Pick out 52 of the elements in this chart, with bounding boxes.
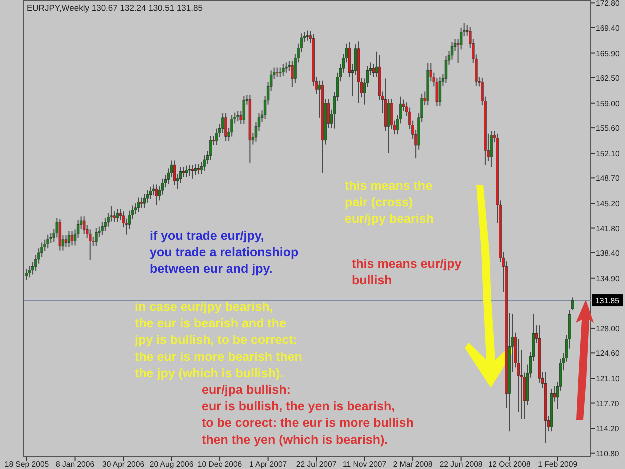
candlestick <box>188 164 192 176</box>
candlestick <box>291 60 294 88</box>
candlestick <box>216 128 218 146</box>
candlestick <box>279 67 282 78</box>
candlestick <box>101 222 104 236</box>
candlestick <box>140 197 143 208</box>
candlestick <box>572 297 574 311</box>
candlestick <box>285 62 288 74</box>
candlestick <box>210 136 212 161</box>
candlestick <box>116 208 119 223</box>
candlestick <box>236 110 240 122</box>
candlestick <box>372 64 376 78</box>
annotation: eur/jpa bullish: eur is bullish, the yen is bearish, to be corect: the eur is more bullish then the yen (which is bearish). <box>202 383 414 447</box>
candlestick <box>436 77 439 107</box>
candlestick <box>137 197 140 213</box>
candlestick <box>222 113 224 134</box>
candlestick <box>64 235 68 248</box>
candlestick <box>68 230 71 248</box>
candlestick <box>28 266 32 278</box>
candlestick <box>186 165 188 178</box>
candlestick <box>70 230 74 246</box>
candlestick <box>282 64 285 78</box>
candlestick <box>388 98 390 154</box>
candlestick <box>194 164 198 176</box>
annotation: if you trade eur/jpy, you trade a relationshiop between eur and jpy. <box>150 229 300 276</box>
annotation: in case eur/jpy bearish, the eur is bearish and the jpy is bullish, to be correct: the eur is more bearish then the jpy (which is bullish). <box>134 300 302 380</box>
candlestick <box>390 98 394 130</box>
candlestick <box>182 166 186 178</box>
candlestick <box>89 229 92 261</box>
candlestick <box>173 160 176 186</box>
candlestick <box>58 219 62 252</box>
candlestick <box>306 30 309 42</box>
annotation: this means the pair (cross) eur/jpy bearish <box>345 179 434 226</box>
candlestick <box>276 67 279 78</box>
candlestick <box>242 96 246 125</box>
annotation: this means eur/jpy bullish <box>352 257 462 288</box>
candlestick <box>152 184 156 196</box>
candlestick <box>82 216 86 235</box>
candlestick <box>95 228 98 247</box>
chart-title: EURJPY,Weekly 130.67 132.24 130.51 131.85 <box>27 3 204 13</box>
candlestick <box>46 234 50 250</box>
candlestick <box>224 113 228 142</box>
candlestick <box>230 114 234 138</box>
candlestick <box>50 232 52 244</box>
candlestick <box>192 164 194 180</box>
candlestick <box>155 184 158 206</box>
candlestick <box>198 164 200 176</box>
candlestick <box>143 194 146 208</box>
candlestick <box>438 76 442 107</box>
candlestick <box>204 155 206 172</box>
candlestick <box>490 130 493 168</box>
candlestick <box>149 186 152 200</box>
